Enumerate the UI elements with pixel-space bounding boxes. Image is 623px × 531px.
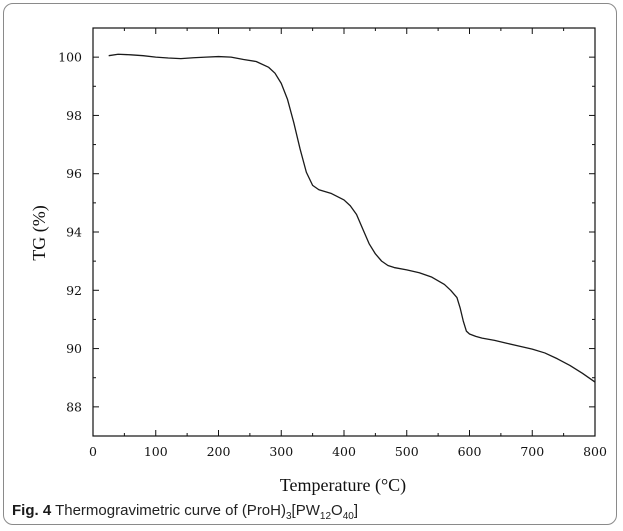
- y-tick-label: 90: [66, 341, 82, 356]
- figure-number: Fig. 4: [12, 502, 52, 519]
- tg-chart: 0 100 200 300 400 500 600 700 800 88 90 92 94 96 98 100…: [29, 27, 607, 496]
- tg-curve: [108, 53, 596, 383]
- x-tick-label: 200: [207, 444, 231, 459]
- formula-subscript: 3: [285, 511, 292, 522]
- formula-subscript: 12: [319, 511, 332, 522]
- caption-formula: (ProH)3[PW12O40]: [241, 502, 358, 522]
- y-tick-label: 88: [66, 399, 82, 414]
- y-tick-label: 96: [66, 166, 82, 181]
- y-tick-label: 100: [58, 50, 82, 65]
- formula-part: O: [331, 502, 343, 519]
- plot-border: [92, 27, 596, 437]
- x-tick-label: 500: [395, 444, 419, 459]
- x-axis-title: Temperature (°C): [280, 475, 406, 496]
- x-tick-label: 700: [520, 444, 544, 459]
- formula-part: ]: [353, 502, 358, 519]
- x-tick-label: 0: [89, 444, 97, 459]
- x-tick-label: 300: [269, 444, 293, 459]
- y-tick-label: 98: [66, 108, 82, 123]
- formula-part: [PW: [291, 502, 320, 519]
- formula-part: (ProH): [241, 502, 286, 519]
- x-tick-label: 600: [458, 444, 482, 459]
- y-tick-label: 94: [66, 225, 82, 240]
- y-tick-label: 92: [66, 283, 82, 298]
- figure-caption: Fig. 4 Thermogravimetric curve of (ProH)…: [12, 502, 358, 522]
- x-tick-label: 800: [583, 444, 607, 459]
- caption-text: Thermogravimetric curve of: [55, 502, 238, 519]
- formula-subscript: 40: [342, 511, 354, 522]
- y-axis-title: TG (%): [29, 205, 50, 260]
- plot-area: 0 100 200 300 400 500 600 700 800 88 90 92 94 96 98 100: [58, 27, 607, 459]
- x-tick-label: 100: [144, 444, 168, 459]
- x-tick-label: 400: [332, 444, 356, 459]
- figure-frame: [3, 3, 617, 525]
